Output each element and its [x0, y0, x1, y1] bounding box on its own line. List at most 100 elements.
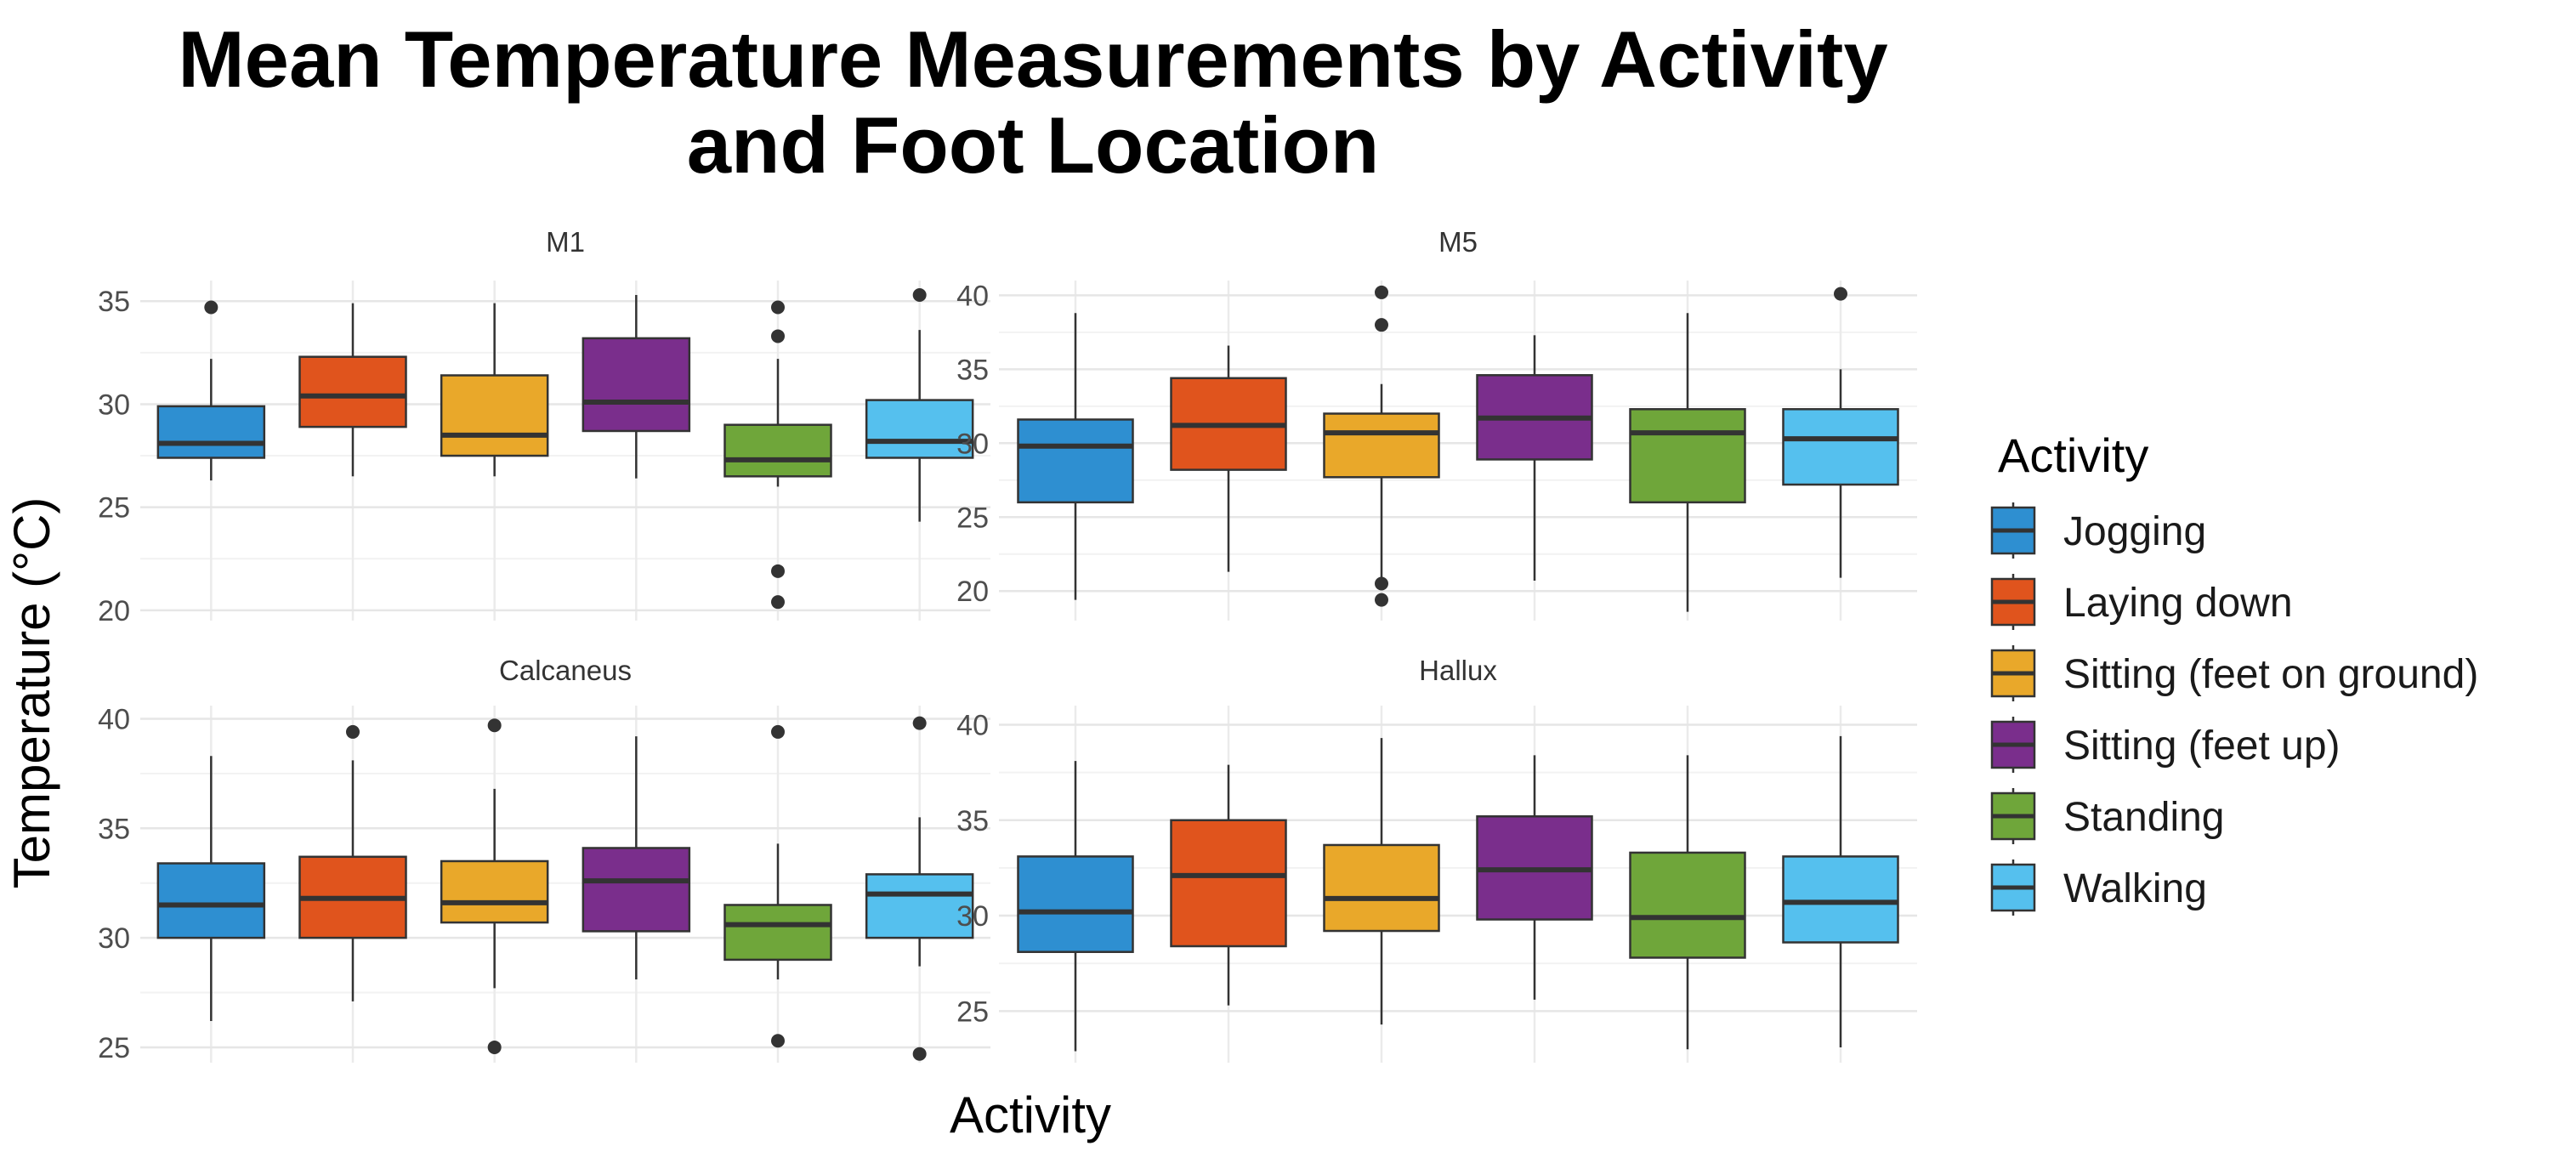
legend-title: Activity [1998, 428, 2148, 482]
y-tick-label: 20 [956, 576, 989, 608]
box-iqr [156, 862, 266, 939]
box-sitting-feet-up [1476, 335, 1593, 582]
outlier-point [1375, 318, 1388, 332]
outlier-point [1375, 593, 1388, 607]
box-laying-down [1170, 764, 1287, 1006]
box-iqr [1782, 855, 1899, 944]
box-standing [723, 724, 832, 1048]
outlier-point [771, 329, 785, 343]
outlier-point [771, 595, 785, 610]
y-tick-label: 30 [956, 900, 989, 933]
box-laying-down [298, 724, 407, 1001]
outlier-point [1375, 285, 1388, 299]
legend-entry-walking: Walking [1990, 859, 2207, 916]
box-iqr [723, 904, 832, 962]
chart-title-line-2: and Foot Location [687, 100, 1380, 190]
legend-label: Sitting (feet on ground) [2063, 652, 2478, 697]
y-tick-label: 25 [98, 1032, 130, 1064]
legend-label: Laying down [2063, 581, 2293, 626]
legend-label: Jogging [2063, 509, 2206, 554]
box-jogging [156, 756, 266, 1022]
box-sitting-feet-on-ground [440, 718, 549, 1054]
box-sitting-feet-up [582, 736, 691, 980]
box-iqr [1017, 418, 1134, 504]
box-sitting-feet-on-ground [440, 303, 549, 477]
legend-entry-standing: Standing [1990, 788, 2225, 844]
box-laying-down [1170, 345, 1287, 572]
facet-label: M5 [1438, 226, 1478, 258]
facet-m5: M5 20 25 30 35 40 [956, 226, 1917, 621]
outlier-point [1834, 286, 1847, 301]
y-axis-title: Temperature (°C) [3, 497, 60, 889]
box-iqr [1323, 412, 1440, 479]
x-axis-title: Activity [950, 1086, 1111, 1143]
box-jogging [1017, 761, 1134, 1052]
box-walking [1782, 735, 1899, 1048]
outlier-point [204, 300, 218, 315]
facet-m1: M1 20 25 30 35 [98, 226, 990, 627]
box-walking [1782, 286, 1899, 578]
box-standing [1629, 313, 1746, 612]
y-tick-label: 25 [98, 492, 130, 525]
outlier-point [1375, 576, 1388, 591]
facet-calcaneus: Calcaneus 25 30 35 40 [98, 655, 990, 1064]
outlier-point [771, 564, 785, 578]
box-iqr [723, 423, 832, 478]
box-iqr [1629, 408, 1746, 504]
box-sitting-feet-up [582, 294, 691, 479]
outlier-point [487, 718, 502, 733]
box-sitting-feet-up [1476, 755, 1593, 1000]
box-iqr [1323, 843, 1440, 933]
box-iqr [156, 405, 266, 459]
box-jogging [156, 300, 266, 481]
box-iqr [1170, 819, 1287, 948]
y-tick-label: 25 [956, 996, 989, 1028]
box-iqr [582, 337, 691, 433]
y-tick-label: 35 [98, 286, 130, 318]
box-walking [865, 287, 974, 522]
legend-label: Standing [2063, 795, 2225, 840]
outlier-point [912, 1047, 927, 1061]
y-tick-label: 20 [98, 595, 130, 627]
box-iqr [440, 374, 549, 457]
box-standing [723, 300, 832, 610]
box-walking [865, 716, 974, 1061]
y-tick-label: 35 [956, 354, 989, 386]
y-tick-label: 30 [98, 389, 130, 421]
box-iqr [1629, 851, 1746, 959]
box-iqr [1017, 855, 1134, 953]
box-iqr [865, 399, 974, 459]
box-sitting-feet-on-ground [1323, 738, 1440, 1025]
box-sitting-feet-on-ground [1323, 285, 1440, 607]
outlier-point [912, 287, 927, 302]
y-tick-label: 30 [956, 428, 989, 460]
box-iqr [298, 355, 407, 428]
legend: Activity Jogging Laying down Sitting (feet… [1990, 428, 2478, 916]
facet-label: Calcaneus [499, 655, 632, 686]
legend-label: Sitting (feet up) [2063, 723, 2341, 769]
outlier-point [771, 300, 785, 315]
box-iqr [440, 859, 549, 924]
y-tick-label: 30 [98, 922, 130, 955]
legend-entry-sitting-feet-up: Sitting (feet up) [1990, 717, 2341, 773]
outlier-point [771, 1034, 785, 1048]
y-tick-label: 25 [956, 502, 989, 534]
outlier-point [346, 724, 360, 739]
outlier-point [912, 716, 927, 730]
box-laying-down [298, 303, 407, 477]
outlier-point [487, 1040, 502, 1054]
facet-panels: M120253035M52025303540Calcaneus25303540H… [98, 226, 1917, 1064]
chart-title-line-1: Mean Temperature Measurements by Activit… [178, 14, 1887, 104]
outlier-point [771, 724, 785, 739]
box-iqr [582, 847, 691, 933]
box-iqr [1782, 408, 1899, 486]
y-tick-label: 35 [956, 805, 989, 837]
facet-hallux: Hallux 25 30 35 40 [956, 655, 1917, 1063]
legend-entry-laying-down: Laying down [1990, 574, 2293, 630]
box-jogging [1017, 313, 1134, 600]
y-tick-label: 40 [956, 709, 989, 741]
legend-entry-sitting-feet-on-ground: Sitting (feet on ground) [1990, 645, 2478, 701]
y-tick-label: 35 [98, 813, 130, 845]
